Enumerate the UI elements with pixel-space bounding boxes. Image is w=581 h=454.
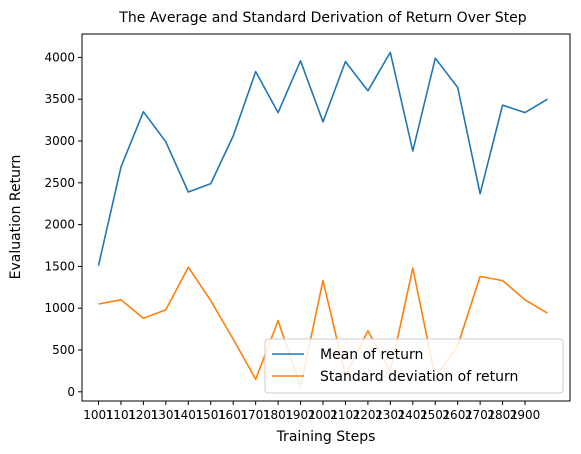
legend: Mean of return Standard deviation of retu… [265,339,563,393]
y-axis: 0 500 1000 1500 2000 2500 3000 3500 4000 [44,50,82,398]
y-axis-title: Evaluation Return [8,155,24,280]
y-tick-label: 1500 [44,259,75,273]
plot-area [99,52,548,386]
y-tick-label: 500 [52,343,75,357]
x-axis-title: Training Steps [276,429,376,445]
y-tick-label: 1000 [44,301,75,315]
legend-label: Standard deviation of return [320,369,518,385]
x-axis: 1001110112011301140115011601170118011901… [83,401,540,422]
y-tick-label: 3000 [44,134,75,148]
y-tick-label: 0 [67,385,75,399]
series-line-mean [99,52,548,265]
y-tick-label: 4000 [44,50,75,64]
y-tick-label: 2500 [44,176,75,190]
legend-label: Mean of return [320,347,423,363]
chart-title: The Average and Standard Derivation of R… [118,10,526,26]
y-tick-label: 2000 [44,218,75,232]
x-tick-label: 2900 [510,408,541,422]
y-tick-label: 3500 [44,92,75,106]
